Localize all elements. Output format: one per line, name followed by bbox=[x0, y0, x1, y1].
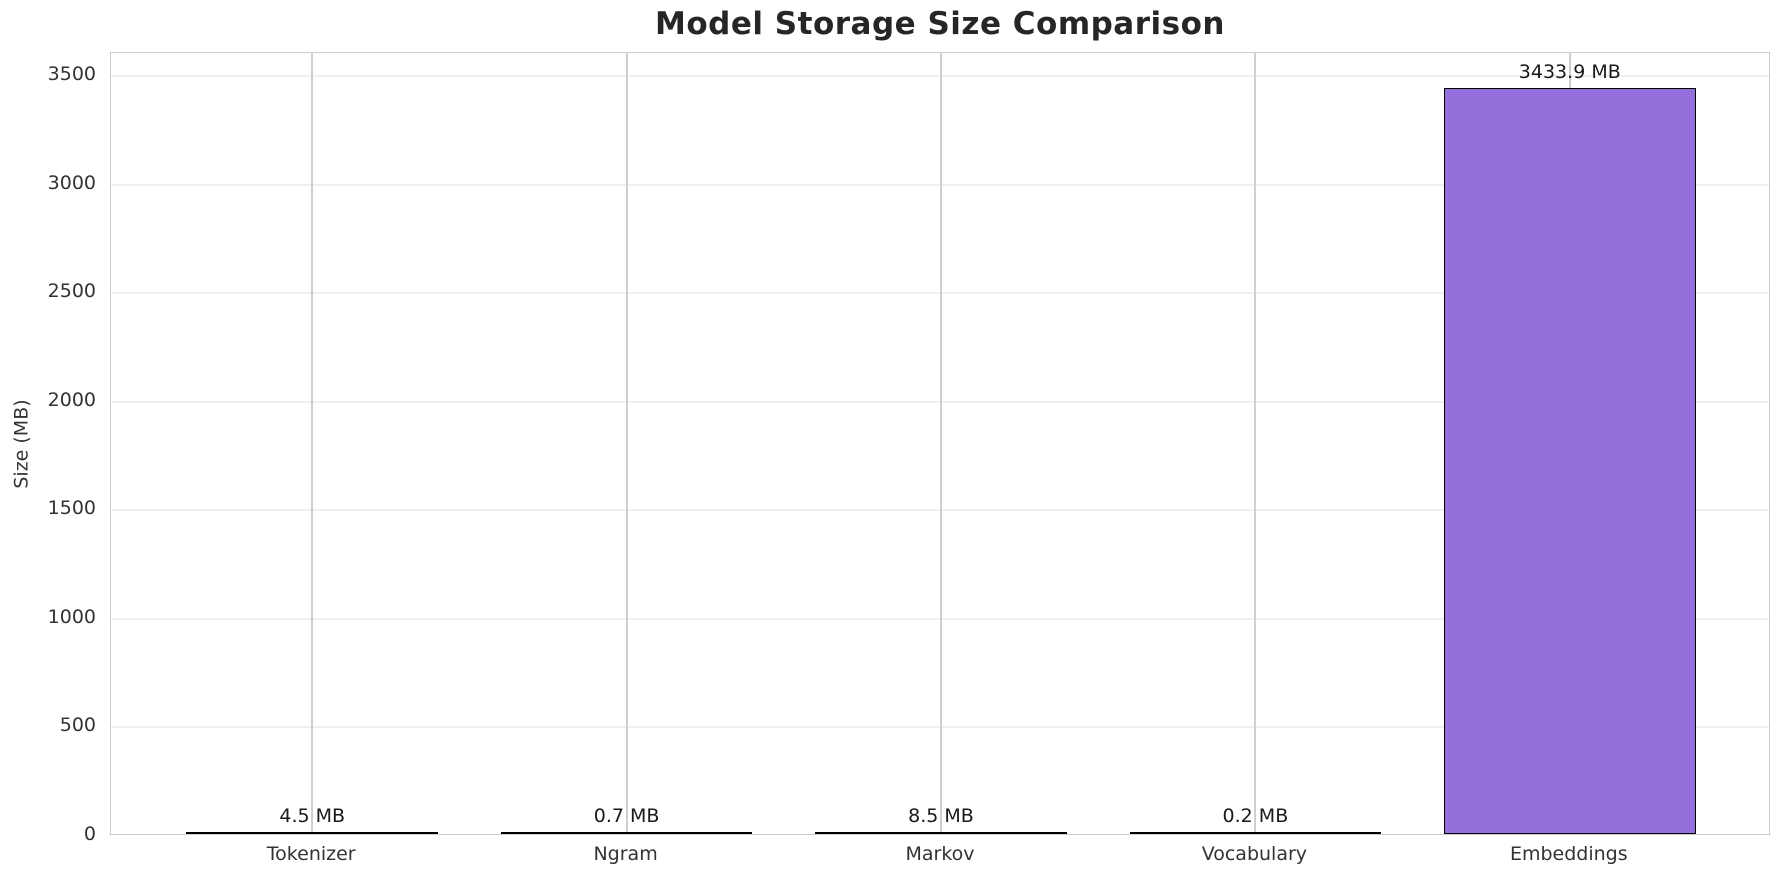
bar-embeddings bbox=[1444, 88, 1696, 834]
chart-title: Model Storage Size Comparison bbox=[655, 6, 1225, 42]
bar-value-label: 0.7 MB bbox=[593, 804, 660, 827]
bar-markov bbox=[815, 831, 1067, 834]
x-tick-label: Ngram bbox=[593, 843, 658, 865]
y-tick-label: 0 bbox=[83, 823, 96, 845]
vertical-gridline bbox=[940, 53, 942, 834]
x-tick-label: Markov bbox=[905, 843, 975, 865]
vertical-gridline bbox=[625, 53, 628, 834]
x-tick-label: Vocabulary bbox=[1201, 843, 1308, 865]
bar-vocabulary bbox=[1129, 831, 1382, 834]
bar-value-label: 4.5 MB bbox=[279, 804, 346, 827]
y-tick-label: 500 bbox=[59, 714, 96, 737]
y-axis-label: Size (MB) bbox=[11, 398, 34, 489]
vertical-gridline bbox=[1254, 53, 1257, 834]
y-tick-label: 1000 bbox=[47, 605, 96, 628]
bar-value-label: 0.2 MB bbox=[1222, 804, 1289, 827]
y-tick-label: 3000 bbox=[47, 171, 96, 194]
bar-ngram bbox=[500, 831, 753, 834]
bar-value-label: 8.5 MB bbox=[908, 804, 974, 827]
bar-tokenizer bbox=[186, 831, 438, 834]
y-tick-label: 3500 bbox=[47, 63, 96, 86]
vertical-gridline bbox=[311, 53, 314, 834]
y-tick-label: 2500 bbox=[47, 280, 96, 303]
y-tick-label: 2000 bbox=[47, 388, 96, 411]
y-tick-label: 1500 bbox=[47, 497, 96, 520]
x-tick-label: Embeddings bbox=[1509, 843, 1628, 865]
bar-value-label: 3433.9 MB bbox=[1518, 61, 1621, 84]
x-tick-label: Tokenizer bbox=[266, 843, 356, 865]
plot-area: 4.5 MB 0.7 MB 8.5 MB 0.2 MB 3433.9 MB bbox=[110, 52, 1770, 835]
